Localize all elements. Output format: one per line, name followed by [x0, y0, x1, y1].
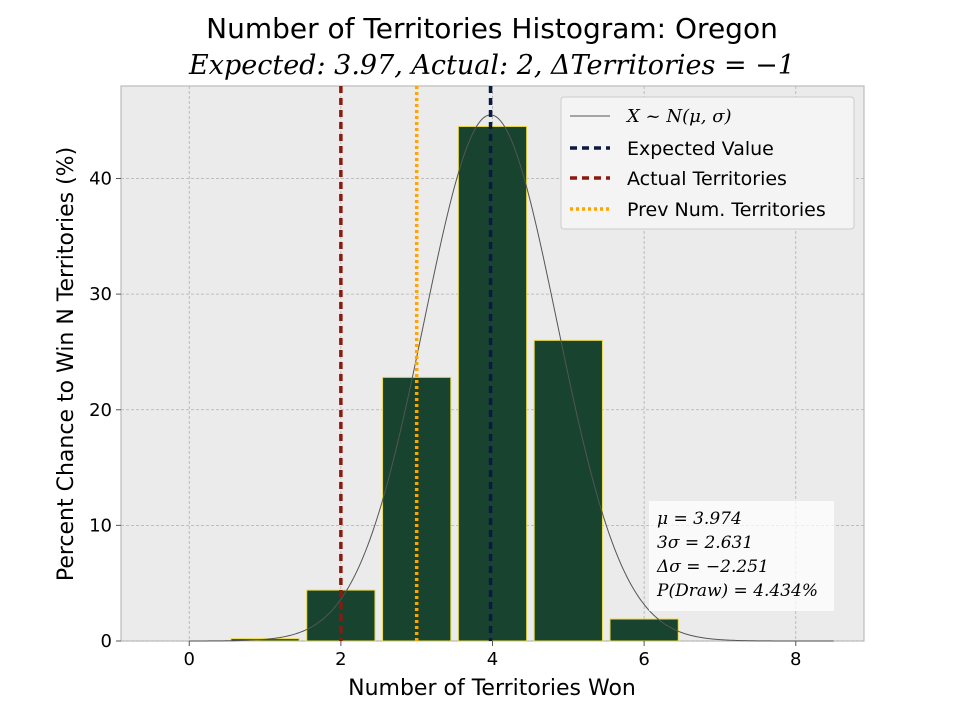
y-tick-label-20: 20 — [89, 400, 112, 421]
x-tick-label-6: 6 — [638, 649, 649, 670]
x-tick-label-8: 8 — [790, 649, 801, 670]
legend-label-actual: Actual Territories — [627, 168, 787, 190]
normal-curve-group — [189, 114, 834, 642]
legend-label-curve: X ~ N(μ, σ) — [625, 106, 732, 127]
x-tick-label-2: 2 — [335, 649, 346, 670]
stats-3sigma: 3σ = 2.631 — [657, 533, 753, 553]
x-axis-ticks: 0 2 4 6 8 — [184, 641, 801, 670]
legend-box — [560, 96, 855, 230]
y-axis-label: Percent Chance to Win N Territories (%) — [54, 147, 79, 581]
bar-5 — [533, 339, 603, 642]
legend-label-prev: Prev Num. Territories — [627, 199, 826, 221]
bar-6 — [609, 618, 679, 642]
y-tick-label-0: 0 — [101, 631, 112, 652]
stats-box-background — [649, 501, 834, 611]
stats-delta-sigma: Δσ = −2.251 — [656, 557, 769, 577]
legend-label-expected: Expected Value — [627, 138, 774, 160]
y-axis-ticks: 0 10 20 30 40 — [89, 169, 121, 652]
normal-curve — [189, 114, 834, 642]
chart-subtitle: Expected: 3.97, Actual: 2, ΔTerritories … — [188, 50, 795, 81]
y-tick-label-10: 10 — [89, 515, 112, 536]
reference-lines-group — [339, 86, 493, 641]
y-tick-label-30: 30 — [89, 284, 112, 305]
y-tick-label-40: 40 — [89, 169, 112, 190]
bar-1 — [230, 638, 300, 642]
stats-box: μ = 3.974 3σ = 2.631 Δσ = −2.251 P(Draw)… — [649, 501, 834, 611]
x-axis-label: Number of Territories Won — [348, 676, 636, 701]
x-tick-label-4: 4 — [487, 649, 498, 670]
bar-4 — [457, 125, 528, 642]
x-tick-label-0: 0 — [184, 649, 195, 670]
stats-p-draw: P(Draw) = 4.434% — [656, 581, 818, 601]
legend: X ~ N(μ, σ) Expected Value Actual Territ… — [560, 96, 855, 230]
chart-title: Number of Territories Histogram: Oregon — [206, 12, 778, 45]
stats-mu: μ = 3.974 — [657, 509, 742, 529]
